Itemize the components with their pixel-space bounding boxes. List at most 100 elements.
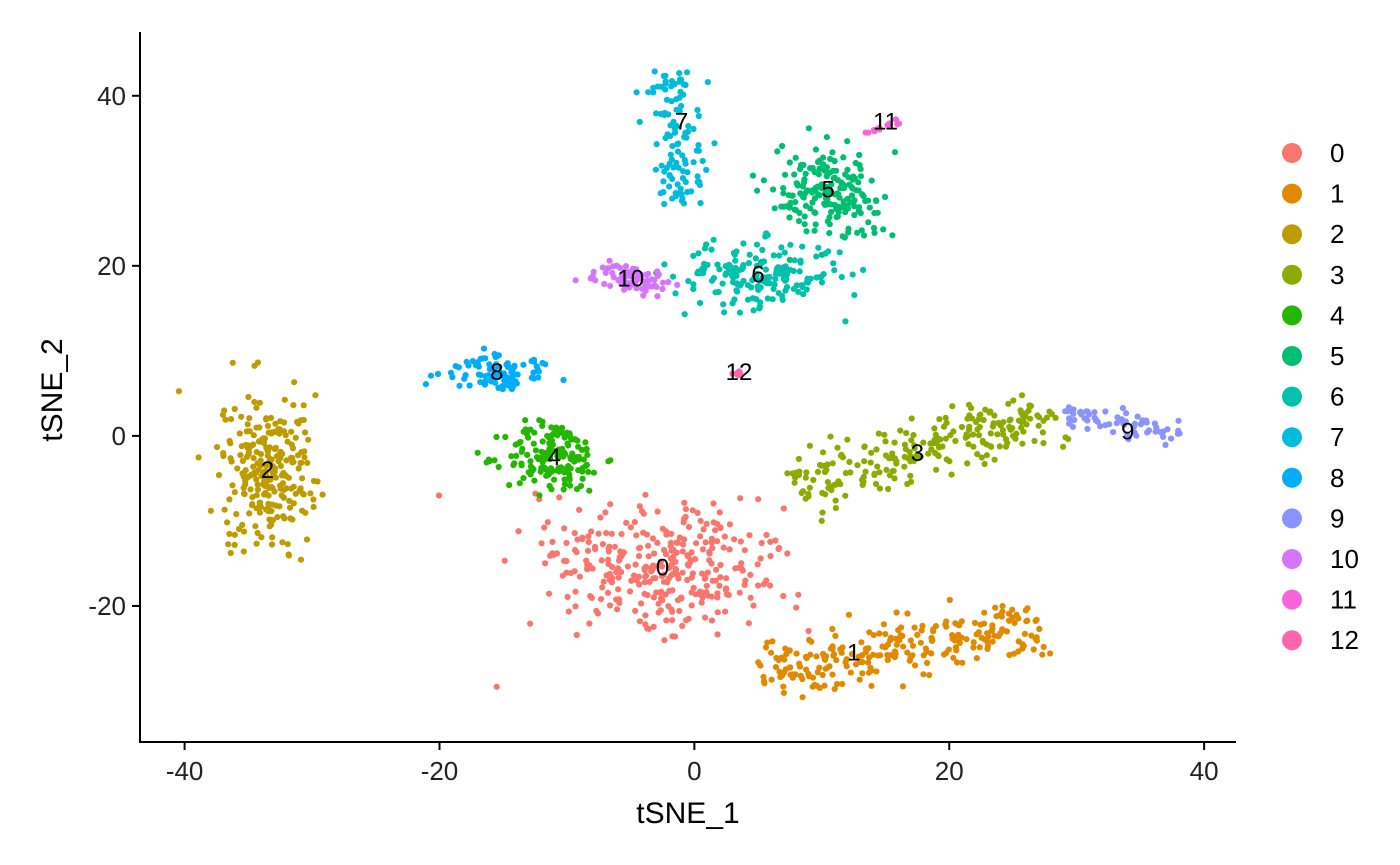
data-point	[719, 280, 726, 287]
legend-swatch	[1282, 549, 1302, 569]
data-point	[913, 452, 920, 459]
data-point	[746, 532, 753, 539]
data-point	[802, 495, 809, 502]
cluster-11-points	[862, 116, 903, 136]
x-tick-label: -20	[421, 756, 459, 786]
data-point	[928, 446, 935, 453]
legend-swatch	[1282, 508, 1302, 529]
data-point	[830, 175, 837, 182]
data-point	[264, 505, 271, 512]
data-point	[893, 641, 900, 648]
data-point	[645, 553, 652, 560]
data-point	[860, 266, 867, 274]
data-point	[1040, 440, 1047, 447]
data-point	[819, 489, 826, 497]
data-point	[792, 199, 799, 206]
data-point	[662, 80, 669, 87]
data-point	[801, 221, 808, 228]
data-point	[1043, 414, 1050, 421]
data-point	[814, 183, 821, 190]
data-point	[246, 510, 253, 517]
data-point	[801, 176, 808, 183]
data-point	[665, 111, 672, 118]
data-point	[1007, 416, 1014, 423]
data-point	[873, 668, 880, 675]
data-point	[826, 230, 833, 237]
data-point	[910, 432, 917, 439]
data-point	[661, 637, 668, 644]
data-point	[699, 157, 706, 165]
data-point	[543, 472, 550, 479]
data-point	[822, 167, 829, 174]
data-point	[1052, 414, 1059, 421]
legend-item-4: 4	[1282, 300, 1344, 330]
data-point	[586, 620, 593, 627]
data-point	[1084, 425, 1091, 432]
data-point	[732, 257, 739, 264]
data-point	[1168, 435, 1175, 442]
data-point	[778, 244, 785, 251]
data-point	[911, 624, 918, 631]
data-point	[289, 459, 296, 466]
data-point	[970, 431, 977, 438]
data-point	[979, 437, 986, 444]
data-point	[858, 639, 865, 646]
data-point	[927, 440, 934, 447]
data-point	[588, 594, 596, 602]
data-point	[509, 384, 516, 391]
data-point	[933, 440, 940, 447]
data-point	[980, 416, 987, 424]
data-point	[787, 241, 794, 248]
data-point	[780, 592, 787, 600]
data-point	[688, 602, 695, 609]
y-axis-ticks: -20 0 20 40	[88, 81, 140, 621]
data-point	[826, 169, 833, 176]
data-point	[561, 481, 569, 488]
data-point	[797, 257, 804, 264]
data-point	[819, 509, 826, 516]
data-point	[506, 482, 513, 489]
data-point	[964, 415, 971, 422]
data-point	[753, 273, 760, 280]
data-point	[717, 574, 724, 581]
data-point	[816, 192, 823, 199]
data-point	[828, 483, 835, 490]
data-point	[299, 475, 306, 482]
legend-label: 5	[1330, 341, 1344, 371]
data-point	[651, 68, 658, 75]
data-point	[654, 508, 661, 515]
data-point	[673, 96, 680, 103]
data-point	[900, 643, 907, 650]
data-point	[796, 268, 803, 275]
data-point	[891, 439, 898, 446]
data-point	[501, 377, 508, 384]
data-point	[970, 639, 977, 646]
data-point	[279, 539, 286, 546]
data-point	[801, 213, 808, 220]
x-tick-label: 40	[1190, 756, 1219, 786]
data-point	[566, 476, 573, 483]
data-point	[737, 538, 744, 545]
data-point	[1002, 443, 1010, 450]
data-point	[1013, 611, 1020, 618]
data-point	[1046, 408, 1053, 415]
data-point	[706, 550, 713, 557]
data-point	[527, 458, 534, 465]
data-point	[670, 118, 677, 125]
data-point	[633, 532, 640, 539]
data-point	[565, 608, 572, 615]
data-point	[873, 446, 880, 453]
data-point	[992, 604, 999, 611]
data-point	[946, 596, 953, 604]
data-point	[874, 652, 881, 659]
data-point	[757, 662, 764, 669]
data-point	[253, 404, 260, 411]
data-point	[756, 285, 763, 292]
data-point	[225, 541, 232, 548]
data-point	[669, 587, 676, 594]
data-point	[925, 450, 932, 457]
data-point	[319, 491, 326, 498]
data-point	[881, 193, 889, 200]
data-point	[813, 253, 820, 260]
data-point	[876, 485, 884, 492]
